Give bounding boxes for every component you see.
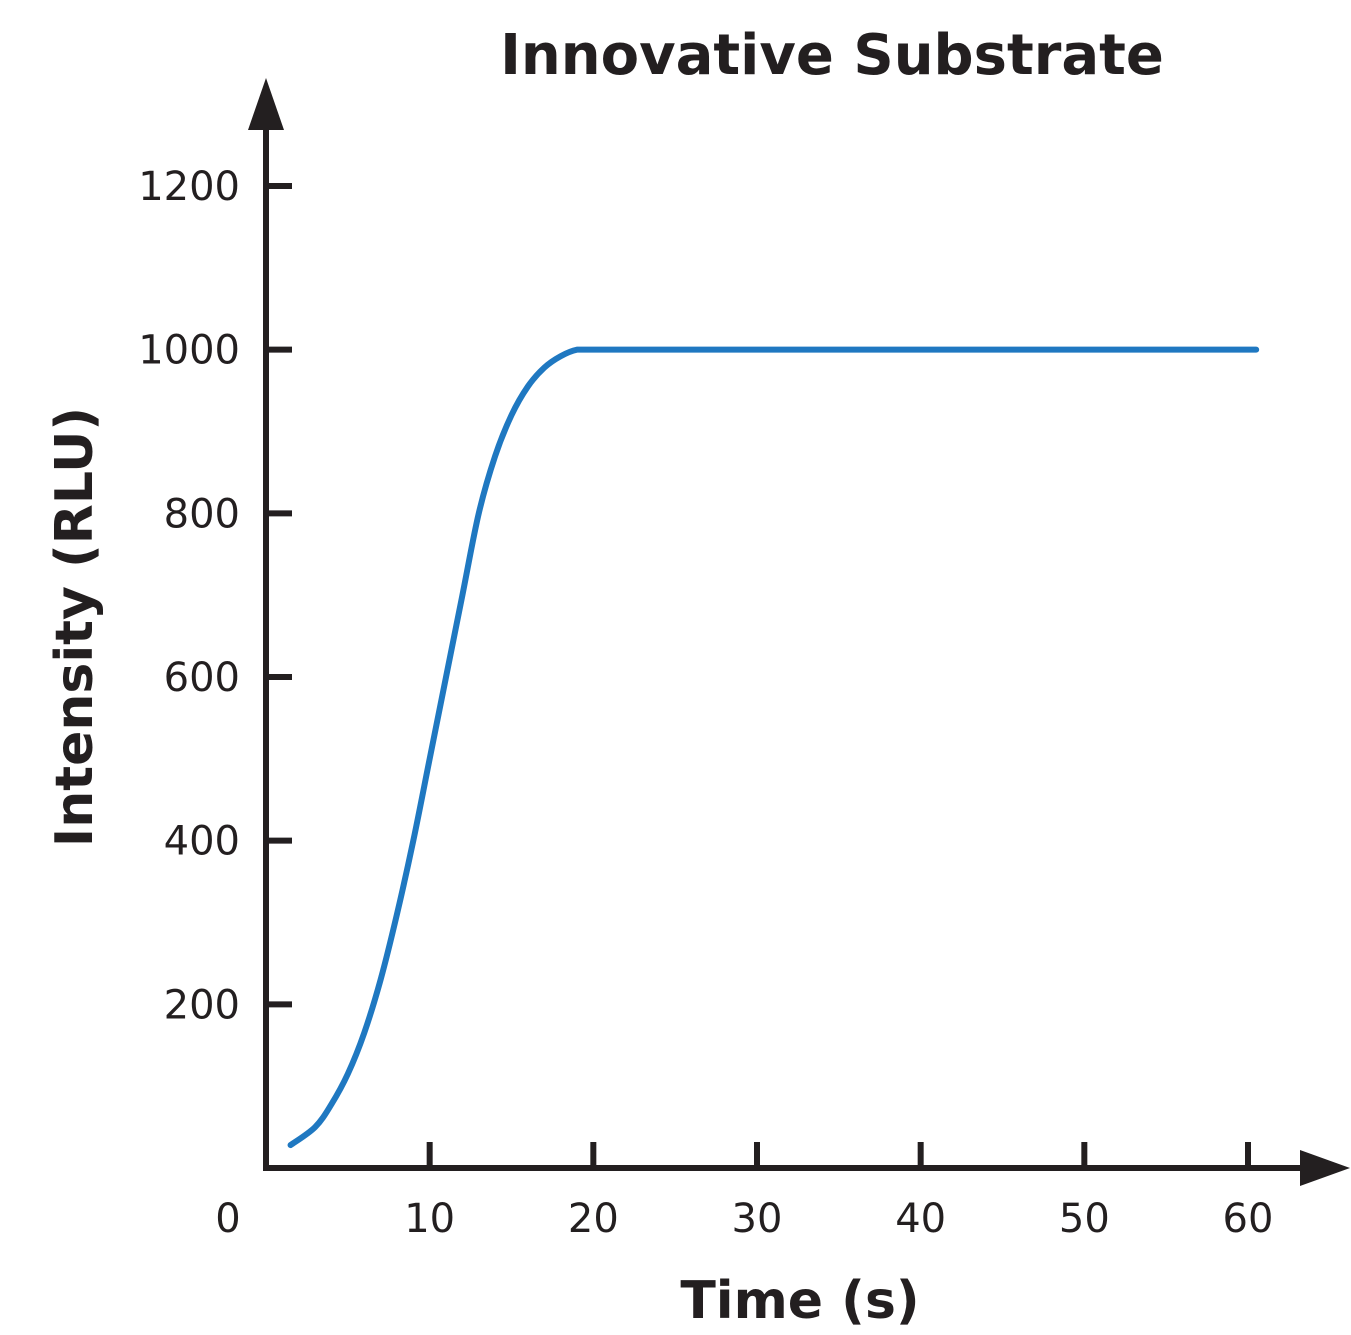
y-ticks: 200 400 600 800 1000 1200 — [138, 164, 292, 1028]
x-tick-label: 40 — [895, 1196, 946, 1242]
x-ticks: 0 10 20 30 40 50 60 — [215, 1142, 1273, 1242]
series-line — [287, 346, 1260, 1149]
y-tick-label: 600 — [164, 655, 240, 701]
series — [287, 346, 1260, 1149]
x-axis-label: Time (s) — [680, 1271, 919, 1331]
x-tick-label: 20 — [568, 1196, 619, 1242]
y-axis-arrow — [248, 78, 284, 130]
chart-title: Innovative Substrate — [500, 23, 1164, 88]
axes — [248, 78, 1350, 1186]
y-tick-label: 400 — [164, 819, 240, 865]
x-axis-arrow — [1300, 1150, 1350, 1186]
x-tick-label: 0 — [215, 1196, 240, 1242]
y-tick-label: 1200 — [138, 164, 240, 210]
x-tick-label: 60 — [1223, 1196, 1274, 1242]
x-tick-label: 10 — [404, 1196, 455, 1242]
x-tick-label: 50 — [1059, 1196, 1110, 1242]
y-tick-label: 200 — [164, 982, 240, 1028]
y-tick-label: 800 — [164, 491, 240, 537]
y-tick-label: 1000 — [138, 328, 240, 374]
y-axis-label: Intensity (RLU) — [45, 407, 105, 847]
x-tick-label: 30 — [732, 1196, 783, 1242]
